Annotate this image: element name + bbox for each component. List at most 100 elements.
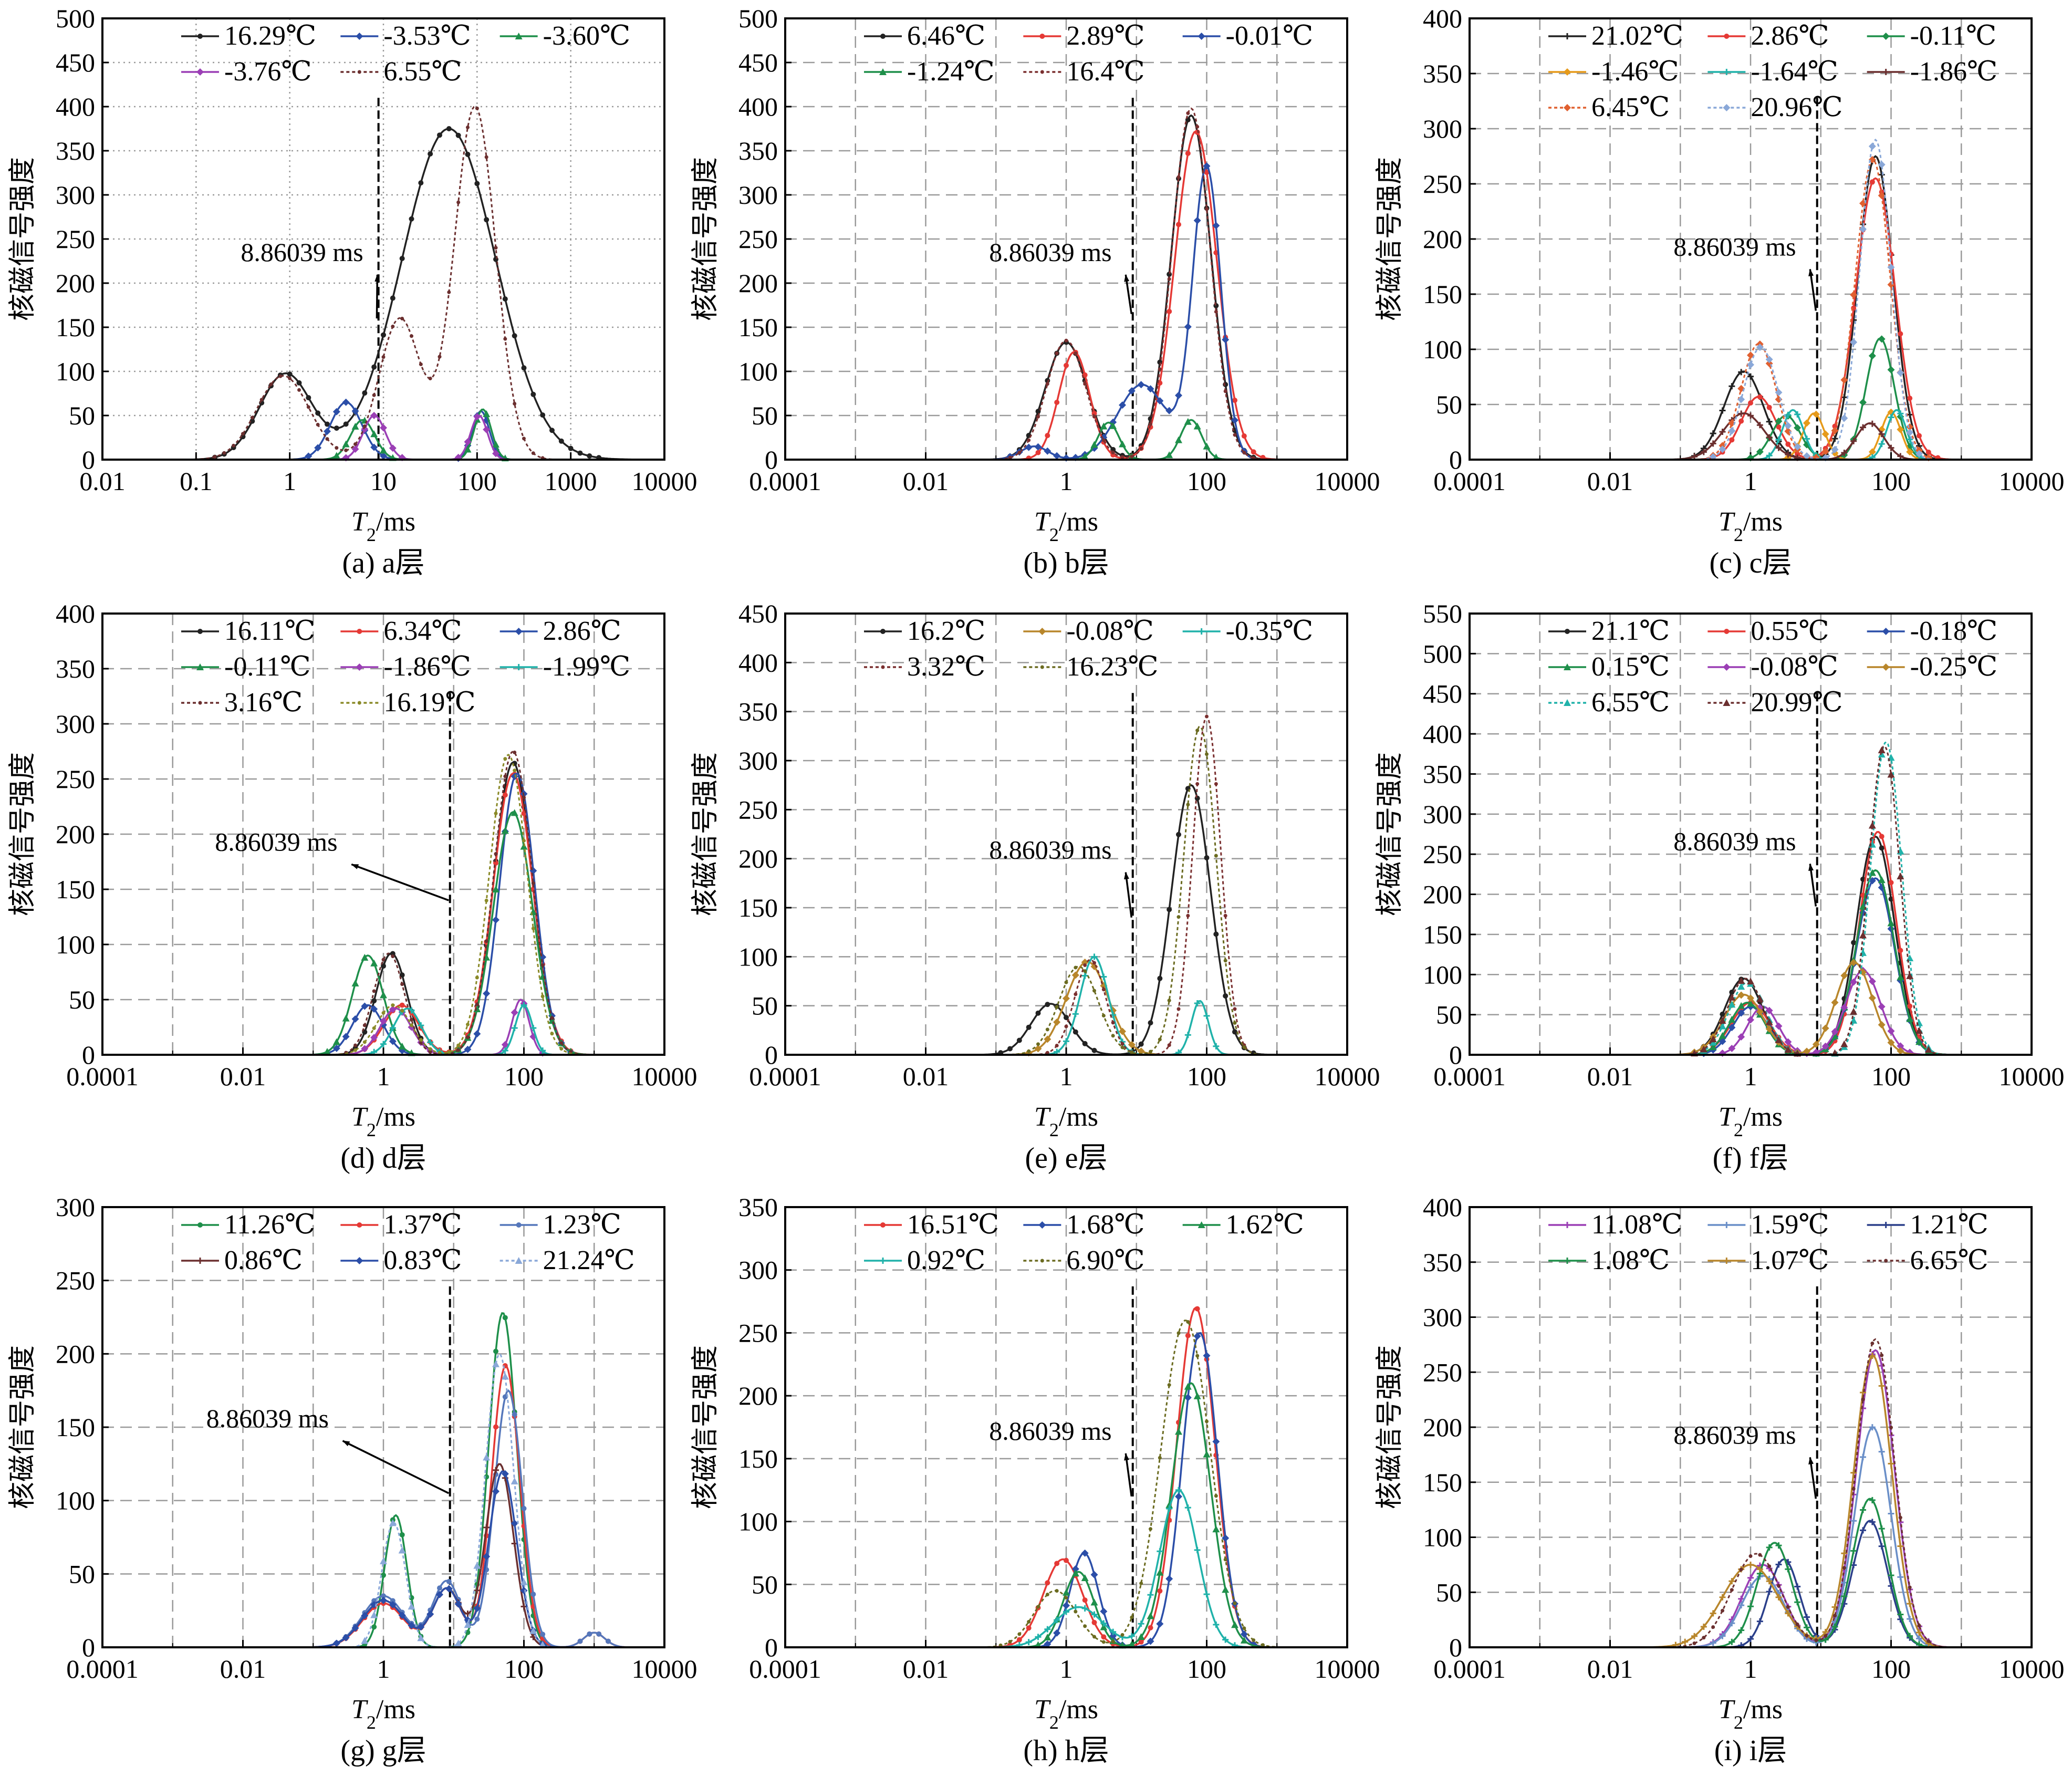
data-point <box>550 1016 554 1020</box>
data-point <box>213 455 217 459</box>
y-tick-label: 50 <box>1436 1577 1462 1607</box>
data-point <box>1719 1032 1726 1039</box>
y-tick-label: 200 <box>738 1381 778 1410</box>
y-tick-label: 150 <box>1423 279 1462 309</box>
data-point <box>390 295 395 301</box>
data-point <box>1091 953 1098 960</box>
data-point <box>1729 1578 1735 1585</box>
data-point <box>1868 142 1876 150</box>
data-point <box>1053 1018 1061 1026</box>
data-point <box>1166 1505 1173 1512</box>
data-point <box>1831 1032 1839 1040</box>
x-tick-label: 1 <box>1744 1062 1757 1091</box>
data-point <box>1193 422 1201 430</box>
x-tick-label: 1 <box>1744 466 1757 496</box>
x-tick-label: 1 <box>377 1062 390 1091</box>
legend-marker <box>880 629 886 634</box>
data-point <box>475 1002 479 1006</box>
data-point <box>1205 714 1209 719</box>
data-point <box>1850 1008 1858 1015</box>
data-point <box>1794 1599 1801 1606</box>
legend-label: 2.86℃ <box>543 616 621 646</box>
data-point <box>381 1572 386 1578</box>
data-point <box>1795 451 1800 457</box>
data-point <box>1064 1596 1068 1600</box>
annotation-label: 8.86039 ms <box>989 237 1111 267</box>
data-point <box>1214 854 1218 858</box>
data-point <box>1887 1038 1895 1046</box>
subfigure-caption: (a) a层 <box>342 547 424 579</box>
data-point <box>1130 454 1134 459</box>
data-point <box>1100 422 1108 430</box>
data-point <box>1008 1639 1012 1644</box>
data-point <box>1869 1519 1876 1525</box>
data-point <box>1710 1639 1716 1646</box>
x-tick-label: 10 <box>370 466 397 496</box>
data-point <box>1147 1637 1154 1645</box>
data-point <box>1092 1635 1096 1639</box>
data-point <box>1710 430 1716 437</box>
data-point <box>1730 1588 1734 1592</box>
data-point <box>351 407 359 415</box>
data-point <box>1081 453 1089 460</box>
data-point <box>464 445 472 453</box>
data-point <box>1728 427 1736 435</box>
data-point <box>418 1022 424 1029</box>
legend-marker <box>879 68 887 75</box>
data-point <box>1868 978 1876 985</box>
data-point <box>1194 1000 1201 1006</box>
data-point <box>1747 1636 1754 1643</box>
data-point <box>456 1043 461 1047</box>
legend-marker <box>197 1222 203 1228</box>
data-point <box>512 333 517 339</box>
data-point <box>1887 263 1895 271</box>
data-point <box>1888 1460 1894 1467</box>
data-point <box>1130 1615 1134 1619</box>
data-point <box>1053 452 1061 460</box>
legend-label: -3.53℃ <box>383 21 471 51</box>
data-point <box>391 325 395 329</box>
data-point <box>1710 440 1716 447</box>
data-point <box>484 217 490 223</box>
data-point <box>342 440 350 448</box>
data-point <box>381 958 386 962</box>
y-axis-label: 核磁信号强度 <box>8 157 38 321</box>
data-point <box>1766 452 1773 459</box>
data-point <box>1223 993 1228 999</box>
data-point <box>1175 1487 1182 1493</box>
y-tick-label: 350 <box>738 1192 778 1222</box>
legend-label: 3.32℃ <box>907 652 985 682</box>
data-point <box>1709 1043 1717 1051</box>
legend-marker <box>1723 1258 1730 1264</box>
legend-marker <box>1565 629 1570 634</box>
legend-marker <box>197 1258 203 1264</box>
subfigure-caption: (h) h层 <box>1023 1735 1109 1767</box>
y-tick-label: 300 <box>56 180 95 210</box>
y-axis-label: 核磁信号强度 <box>1375 752 1405 916</box>
data-point <box>381 355 386 359</box>
data-point <box>1898 948 1903 953</box>
data-point <box>370 412 378 420</box>
legend-label: 1.23℃ <box>543 1210 621 1240</box>
data-point <box>1045 1580 1050 1586</box>
data-point <box>1897 973 1904 981</box>
y-tick-label: 300 <box>738 746 778 775</box>
data-point <box>381 1593 386 1599</box>
data-point <box>1261 1643 1265 1647</box>
data-point <box>1794 1583 1801 1590</box>
data-point <box>1035 1010 1041 1016</box>
y-tick-label: 300 <box>1423 1303 1462 1332</box>
data-point <box>1719 445 1726 453</box>
data-point <box>438 355 442 359</box>
legend-label: 3.16℃ <box>224 688 303 718</box>
data-point <box>1044 447 1051 455</box>
data-point <box>372 989 376 993</box>
data-point <box>1747 361 1754 369</box>
data-point <box>1765 1025 1773 1033</box>
data-point <box>1747 1000 1754 1007</box>
data-point <box>370 1005 378 1013</box>
data-point <box>370 1601 378 1609</box>
data-point <box>389 444 397 452</box>
data-point <box>1729 1638 1735 1645</box>
data-point <box>1719 429 1726 435</box>
